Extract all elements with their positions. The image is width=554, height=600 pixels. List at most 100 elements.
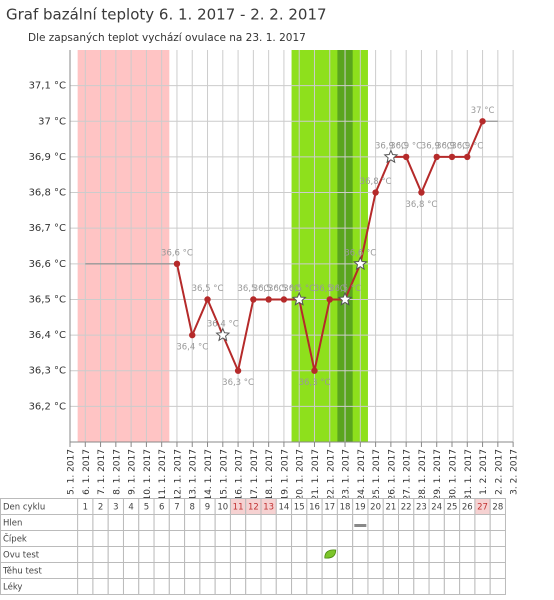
table-cell xyxy=(459,530,476,547)
table-cell xyxy=(122,530,140,547)
table-cell xyxy=(168,530,186,547)
table-cell xyxy=(138,546,155,563)
day-number: 1 xyxy=(83,503,88,513)
x-tick-label: 5. 1. 2017 xyxy=(67,449,77,495)
point-label: 36,5 °C xyxy=(253,284,285,294)
table-cell xyxy=(474,578,491,595)
day-number: 12 xyxy=(248,503,259,513)
table-cell xyxy=(474,562,491,579)
table-cell xyxy=(153,546,170,563)
table-cell xyxy=(382,514,400,531)
y-tick-label: 36,4 °C xyxy=(29,330,66,341)
table-cell xyxy=(367,514,384,531)
day-number: 4 xyxy=(128,503,133,513)
table-cell xyxy=(428,578,445,595)
day-number: 25 xyxy=(447,503,458,513)
table-cell xyxy=(107,562,124,579)
table-cell xyxy=(352,546,369,563)
x-tick-label: 12. 1. 2017 xyxy=(173,449,183,501)
table-cell xyxy=(489,546,506,563)
table-cell xyxy=(336,546,354,563)
table-cell xyxy=(336,530,354,547)
table-cell xyxy=(443,530,461,547)
day-number: 27 xyxy=(477,503,488,513)
table-cell xyxy=(336,514,354,531)
day-number: 19 xyxy=(355,503,366,513)
x-tick-label: 21. 1. 2017 xyxy=(311,449,321,501)
x-tick-label: 20. 1. 2017 xyxy=(296,449,306,501)
point xyxy=(372,189,379,196)
table-cell xyxy=(474,514,491,531)
x-tick-label: 26. 1. 2017 xyxy=(387,449,397,501)
table-cell xyxy=(229,530,247,547)
table-cell xyxy=(459,514,476,531)
table-cell xyxy=(122,514,140,531)
table-cell xyxy=(107,514,124,531)
table-cell xyxy=(245,546,262,563)
table-cell xyxy=(153,562,170,579)
table-cell xyxy=(306,514,323,531)
table-cell xyxy=(260,514,277,531)
chart-title: Graf bazální teploty 6. 1. 2017 - 2. 2. … xyxy=(6,6,327,24)
point-label: 36,5 °C xyxy=(237,284,269,294)
table-cell xyxy=(413,546,430,563)
table-cell xyxy=(306,546,323,563)
row-label: Ovu test xyxy=(3,551,40,561)
y-tick-label: 36,8 °C xyxy=(29,188,66,199)
table-cell xyxy=(199,514,216,531)
day-number: 15 xyxy=(294,503,305,513)
table-cell xyxy=(153,530,170,547)
table-cell xyxy=(275,562,293,579)
star-marker xyxy=(337,291,353,306)
star-marker xyxy=(291,291,307,306)
point-label: 36,5 °C xyxy=(268,284,300,294)
table-cell xyxy=(214,546,231,563)
x-tick-label: 17. 1. 2017 xyxy=(250,449,260,501)
table-cell xyxy=(352,578,369,595)
point-label: 36,3 °C xyxy=(299,378,331,388)
point-label: 36,4 °C xyxy=(176,343,208,353)
table-cell xyxy=(168,514,186,531)
table-cell xyxy=(122,562,140,579)
y-tick-label: 36,7 °C xyxy=(29,223,66,234)
point-label: 36,8 °C xyxy=(406,200,438,210)
point-label: 36,4 °C xyxy=(207,320,239,330)
table-cell xyxy=(382,562,400,579)
day-number: 9 xyxy=(205,503,210,513)
table-cell xyxy=(260,562,277,579)
x-tick-label: 3. 2. 2017 xyxy=(510,449,520,495)
table-cell xyxy=(229,514,247,531)
point-label: 36,8 °C xyxy=(360,177,392,187)
table-cell xyxy=(428,546,445,563)
table-cell xyxy=(321,514,338,531)
table-cell xyxy=(260,578,277,595)
mucus-mark xyxy=(354,524,367,527)
highlight-band xyxy=(77,50,170,442)
star-marker xyxy=(215,327,231,342)
point-label: 37 °C xyxy=(471,106,495,116)
table-cell xyxy=(398,562,415,579)
table-cell xyxy=(138,530,155,547)
table-cell xyxy=(184,530,201,547)
x-tick-label: 25. 1. 2017 xyxy=(372,449,382,501)
table-cell xyxy=(275,546,293,563)
day-number: 20 xyxy=(370,503,381,513)
table-cell xyxy=(382,546,400,563)
table-cell xyxy=(229,546,247,563)
star-marker xyxy=(383,149,399,164)
day-number: 18 xyxy=(340,503,351,513)
table-cell xyxy=(336,578,354,595)
x-tick-label: 15. 1. 2017 xyxy=(219,449,229,501)
table-cell xyxy=(352,514,369,531)
x-tick-label: 30. 1. 2017 xyxy=(449,449,459,501)
x-tick-label: 2. 2. 2017 xyxy=(494,449,504,495)
table-cell xyxy=(489,530,506,547)
table-cell xyxy=(413,530,430,547)
chart-subtitle: Dle zapsaných teplot vychází ovulace na … xyxy=(28,32,306,44)
day-number: 3 xyxy=(113,503,118,513)
x-tick-label: 11. 1. 2017 xyxy=(158,449,168,501)
x-tick-label: 31. 1. 2017 xyxy=(464,449,474,501)
table-cell xyxy=(92,530,109,547)
day-number: 10 xyxy=(217,503,228,513)
x-tick-label: 29. 1. 2017 xyxy=(433,449,443,501)
